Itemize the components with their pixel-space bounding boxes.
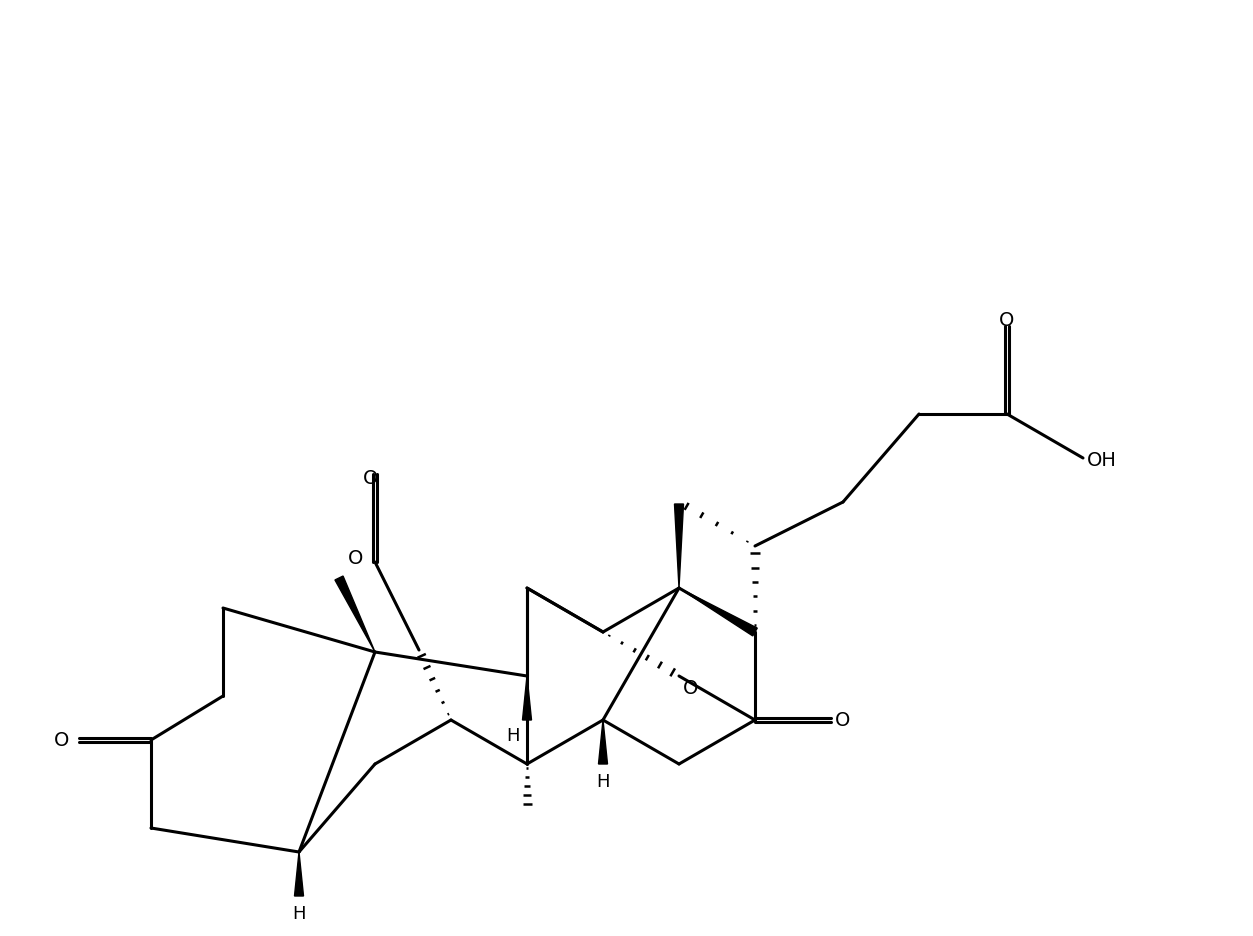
Text: H: H [292, 905, 306, 923]
Text: O: O [1000, 311, 1015, 329]
Polygon shape [674, 504, 683, 588]
Text: O: O [363, 469, 378, 488]
Text: H: H [596, 773, 610, 791]
Text: O: O [834, 710, 851, 729]
Polygon shape [523, 676, 531, 720]
Text: O: O [54, 730, 69, 750]
Polygon shape [599, 720, 608, 764]
Text: O: O [683, 679, 698, 697]
Text: H: H [506, 727, 520, 745]
Text: OH: OH [1088, 450, 1116, 470]
Polygon shape [679, 588, 757, 636]
Polygon shape [335, 576, 375, 652]
Text: O: O [347, 548, 363, 567]
Polygon shape [294, 852, 303, 896]
